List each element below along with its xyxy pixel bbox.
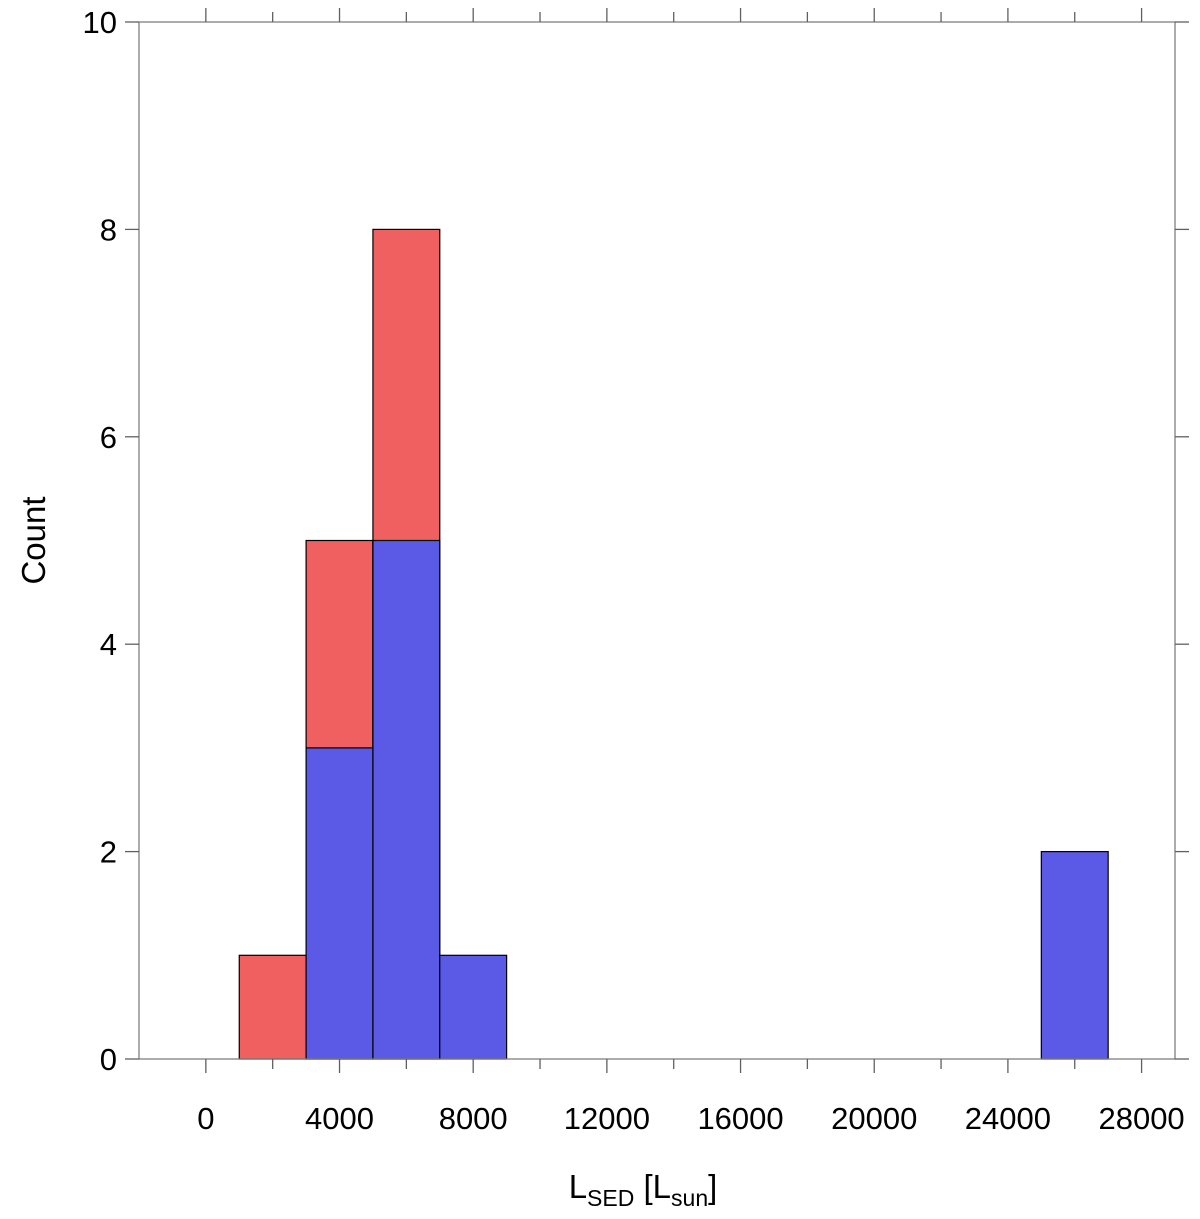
x-tick-label: 0 xyxy=(197,1101,214,1136)
y-tick-label: 0 xyxy=(100,1042,117,1077)
x-tick-label: 16000 xyxy=(697,1101,783,1136)
plot-frame xyxy=(138,21,1176,1060)
x-title-main: L xyxy=(569,1168,587,1205)
bar-series-1-bin-1 xyxy=(238,954,307,1060)
x-tick-label: 24000 xyxy=(965,1101,1051,1136)
bar-series-2-bin-1 xyxy=(305,747,374,1060)
bar-series-2-bin-3 xyxy=(439,954,508,1060)
x-tick-label: 12000 xyxy=(564,1101,650,1136)
ticks-layer xyxy=(125,8,1189,1073)
bar-series-2-bin-4 xyxy=(1040,850,1109,1060)
bars-layer xyxy=(238,228,1109,1060)
y-axis-title: Count xyxy=(15,496,52,584)
y-tick-label: 2 xyxy=(100,835,117,870)
x-tick-label: 8000 xyxy=(439,1101,508,1136)
y-tick-label: 8 xyxy=(100,212,117,247)
x-title-main-subscript: SED xyxy=(587,1185,634,1211)
bar-series-2-bin-2 xyxy=(372,539,441,1060)
x-title-unit-subscript: sun xyxy=(671,1185,708,1211)
x-axis-title: LSED [Lsun] xyxy=(569,1168,718,1211)
tick-labels-layer: 0 4000 8000 12000 16000 20000 24000 28000 0 2 4 6 8 1… xyxy=(83,5,1185,1136)
x-tick-label: 4000 xyxy=(305,1101,374,1136)
y-tick-label: 10 xyxy=(83,5,117,40)
x-title-bracket-close: ] xyxy=(708,1168,717,1205)
y-tick-label: 6 xyxy=(100,420,117,455)
x-tick-label: 28000 xyxy=(1098,1101,1184,1136)
x-title-bracket-open: [L xyxy=(634,1168,671,1205)
y-tick-label: 4 xyxy=(100,627,117,662)
x-tick-label: 20000 xyxy=(831,1101,917,1136)
